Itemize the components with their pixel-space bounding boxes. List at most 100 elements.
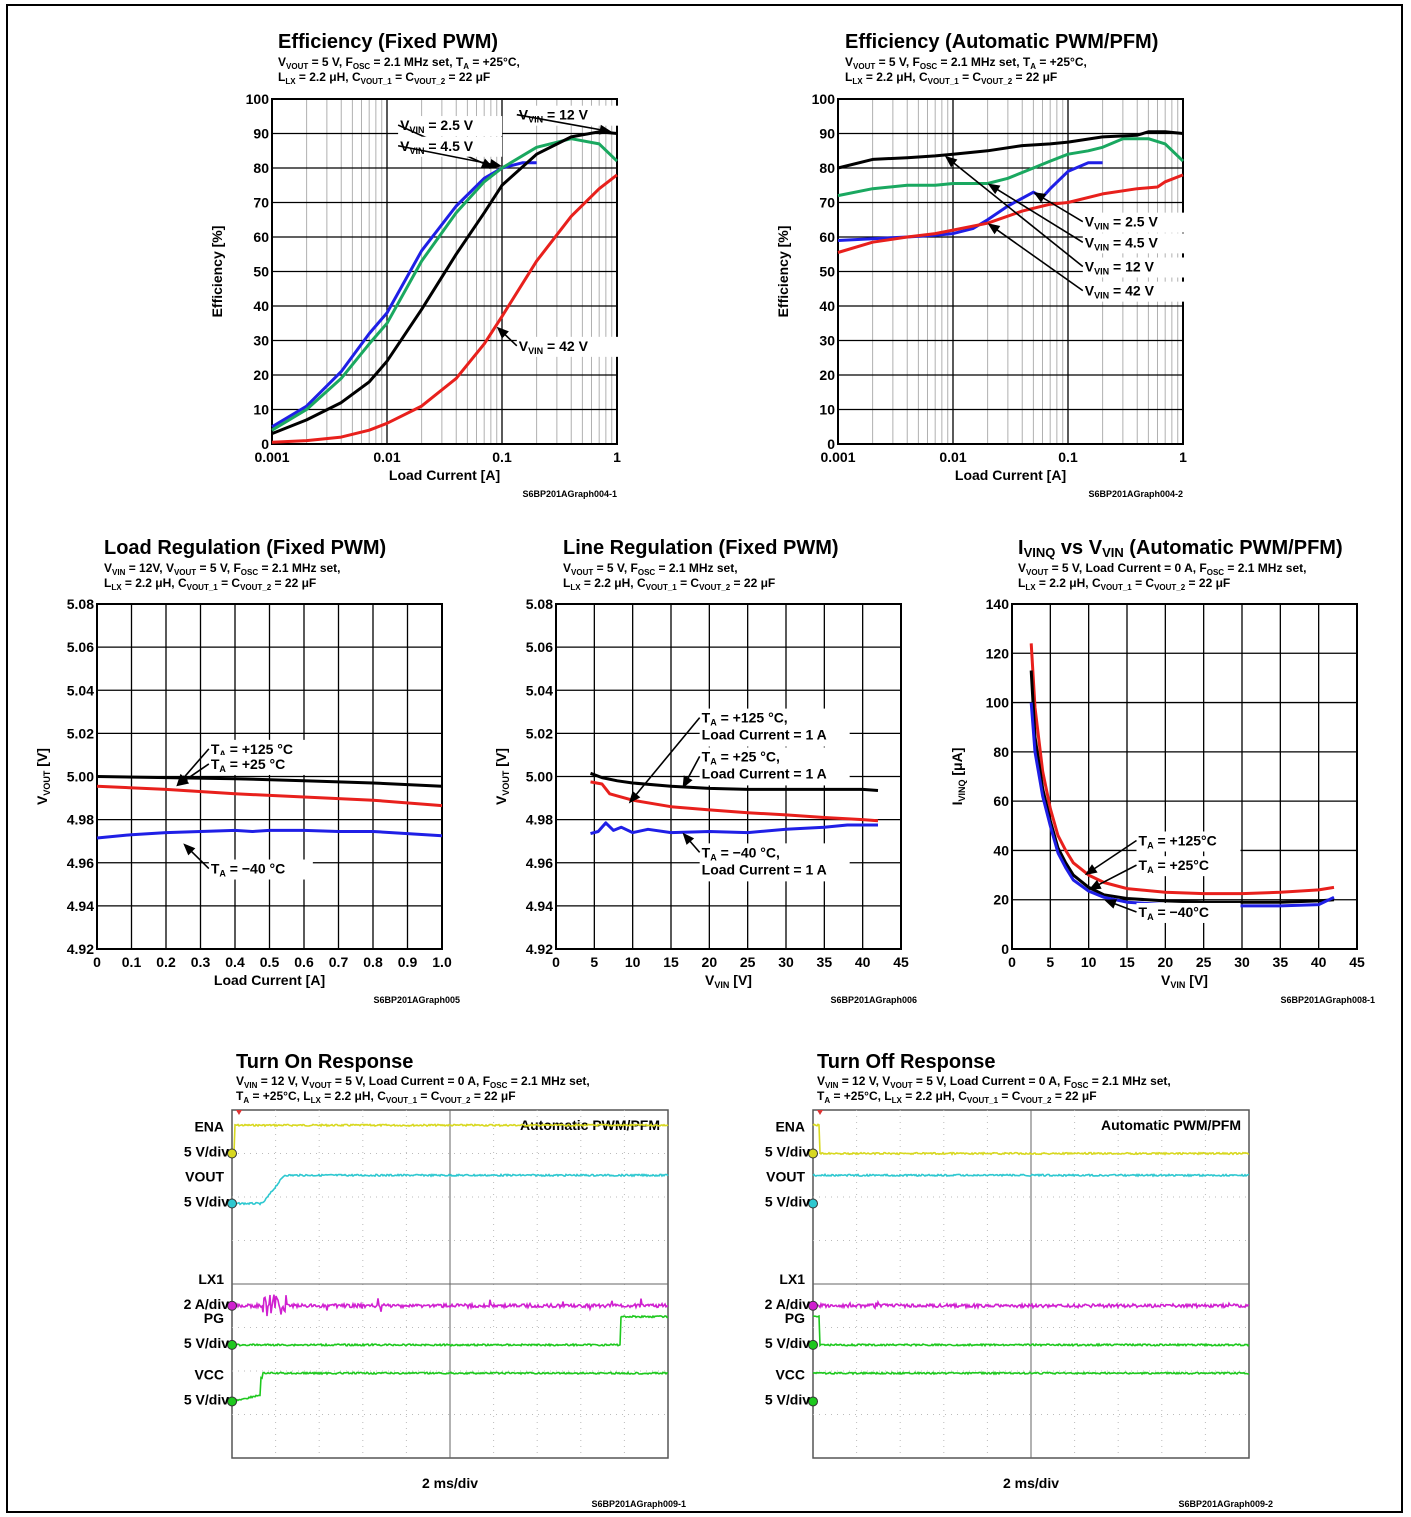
chart-subtitle-line: LLX​ = 2.2 μH, CVOUT_1​ = CVOUT_2​ = 22 … — [845, 70, 1057, 86]
scope-mode-label: Automatic PWM/PFM — [1101, 1117, 1241, 1133]
channel-marker-vout — [227, 1198, 237, 1209]
channel-marker-pg — [808, 1339, 818, 1350]
annotation-label: VVIN​ = 4.5 V — [1085, 234, 1159, 252]
annotation-label: TA​ = +125 °C, — [702, 710, 788, 728]
annotation-arrow — [516, 113, 605, 132]
x-tick-label: 0.2 — [156, 954, 176, 970]
x-tick-label: 0 — [1008, 954, 1016, 970]
annotation-arrowhead — [682, 775, 693, 789]
annotation-label: VVIN​ = 2.5 V — [1085, 214, 1159, 232]
trace-pg — [813, 1314, 1250, 1348]
x-tick-label: 1 — [1179, 449, 1187, 465]
annotation-arrowhead — [987, 223, 1001, 235]
x-tick-label: 0 — [552, 954, 560, 970]
chart-title: Efficiency (Automatic PWM/PFM) — [845, 31, 1158, 53]
annotation-label: TA​ = +125 °C — [211, 741, 293, 759]
plot-frame — [271, 98, 618, 445]
y-tick-label: 30 — [819, 333, 835, 349]
series-line-v-42-v — [271, 173, 618, 444]
annotation-label: TA​ = +25 °C, — [702, 748, 780, 766]
annotation-arrowhead — [682, 832, 695, 845]
annotation-arrowhead — [176, 775, 190, 787]
chart-load_reg: Load Regulation (Fixed PWM) VVIN​ = 12V, … — [34, 537, 460, 1005]
y-tick-label: 4.98 — [67, 812, 94, 828]
trace-lx1 — [231, 1294, 669, 1317]
y-tick-label: 4.96 — [526, 855, 553, 871]
x-tick-label: 30 — [778, 954, 794, 970]
x-tick-label: 1.0 — [432, 954, 452, 970]
graph-code: S6BP201AGraph008-1 — [1280, 995, 1375, 1005]
channel-name: PG — [785, 1310, 805, 1326]
annotation-bg — [1136, 831, 1241, 852]
channel-scale: 5 V/div — [765, 1144, 810, 1160]
annotation-bg — [1082, 281, 1187, 302]
annotation-arrow — [1091, 839, 1137, 872]
x-tick-label: 0.9 — [398, 954, 418, 970]
annotation-bg — [1082, 257, 1187, 278]
y-tick-label: 4.92 — [526, 941, 553, 957]
y-tick-label: 20 — [819, 367, 835, 383]
channel-marker-pg — [227, 1339, 237, 1350]
y-tick-label: 0 — [827, 436, 835, 452]
series-line-t-125-c — [96, 775, 443, 788]
channel-scale: 5 V/div — [184, 1144, 229, 1160]
x-tick-label: 45 — [1349, 954, 1365, 970]
x-tick-label: 20 — [1158, 954, 1174, 970]
channel-name: VCC — [775, 1366, 805, 1382]
channel-scale: 2 A/div — [184, 1296, 230, 1312]
x-tick-label: 0.01 — [939, 449, 966, 465]
channel-scale: 5 V/div — [184, 1391, 229, 1407]
channel-scale: 5 V/div — [184, 1335, 229, 1351]
annotation-arrowhead — [1084, 864, 1098, 876]
annotation-label: VVIN​ = 2.5 V — [400, 117, 474, 135]
channel-marker-vout — [808, 1198, 818, 1209]
trigger-marker — [236, 1110, 242, 1115]
annotation-arrow — [188, 848, 210, 870]
plot-frame — [555, 603, 902, 950]
y-tick-label: 90 — [253, 126, 269, 142]
scope-subtitle-line: VVIN​ = 12 V, VVOUT​ = 5 V, Load Current… — [817, 1074, 1171, 1090]
chart-subtitle-line: LLX​ = 2.2 μH, CVOUT_1​ = CVOUT_2​ = 22 … — [1018, 576, 1230, 592]
y-tick-label: 100 — [812, 91, 836, 107]
x-tick-label: 5 — [590, 954, 598, 970]
annotation-label: VVIN​ = 12 V — [1085, 259, 1155, 277]
channel-name: LX1 — [198, 1271, 224, 1287]
x-axis-label: Load Current [A] — [389, 467, 500, 483]
annotation-arrowhead — [599, 124, 612, 135]
y-tick-label: 20 — [993, 892, 1009, 908]
annotation-arrow — [1111, 901, 1137, 913]
annotation-arrowhead — [1033, 192, 1047, 203]
x-tick-label: 40 — [1311, 954, 1327, 970]
x-tick-label: 5 — [1046, 954, 1054, 970]
x-tick-label: 0.01 — [373, 449, 400, 465]
x-tick-label: 30 — [1234, 954, 1250, 970]
chart-line_reg: Line Regulation (Fixed PWM) VVOUT​ = 5 V,… — [493, 537, 917, 1005]
channel-name: LX1 — [779, 1271, 805, 1287]
y-tick-label: 5.04 — [67, 682, 94, 698]
annotation-label: TA​ = +25 °C — [211, 756, 285, 774]
x-tick-label: 0.001 — [820, 449, 855, 465]
y-tick-label: 120 — [986, 645, 1010, 661]
x-tick-label: 25 — [740, 954, 756, 970]
x-tick-label: 0 — [93, 954, 101, 970]
channel-marker-vcc — [808, 1396, 818, 1407]
annotation-arrow — [180, 748, 210, 781]
series-line-v-12-v — [271, 130, 618, 435]
y-tick-label: 40 — [819, 298, 835, 314]
trace-pg — [231, 1314, 669, 1348]
y-tick-label: 40 — [253, 298, 269, 314]
annotation-bg — [398, 116, 503, 137]
x-axis-label: VVIN​ [V] — [705, 972, 752, 990]
series-line-t-40-c — [96, 828, 443, 840]
chart-ivinq: IVINQ​ vs VVIN​ (Automatic PWM/PFM)VVOUT… — [949, 537, 1375, 1005]
annotation-arrowhead — [1104, 899, 1117, 909]
channel-marker-lx1 — [808, 1300, 818, 1311]
chart-title: IVINQ​ vs VVIN​ (Automatic PWM/PFM) — [1018, 537, 1343, 560]
scope-subtitle-line: TA​ = +25°C, LLX​ = 2.2 μH, CVOUT_1​ = C… — [236, 1089, 516, 1105]
series-line-v-4-5-v — [271, 137, 619, 432]
x-tick-label: 25 — [1196, 954, 1212, 970]
annotation-label: TA​ = −40 °C — [211, 861, 285, 879]
x-tick-label: 0.001 — [254, 449, 289, 465]
